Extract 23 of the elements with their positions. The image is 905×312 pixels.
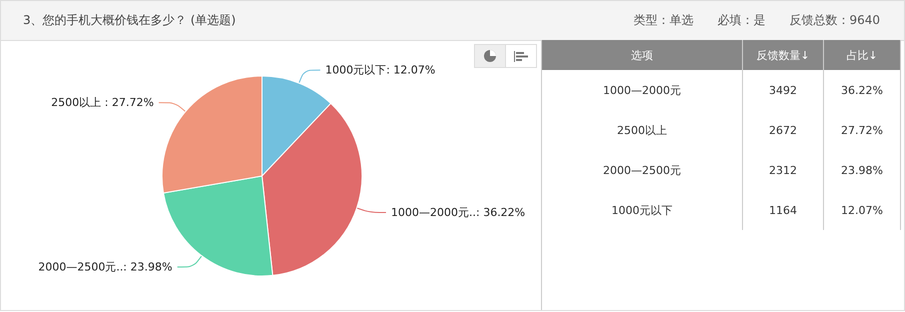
text: 反馈总数：9640: [789, 12, 880, 29]
slice-label: 2000—2500元..: 23.98%: [38, 260, 172, 274]
text: 必填：是: [717, 12, 766, 29]
chart-title: 3、您的手机大概价钱在多少？ (单选题): [23, 12, 237, 29]
slice-label: 1000元以下: 12.07%: [325, 64, 436, 77]
text: 类型：单选: [633, 12, 694, 29]
slice-label: 2500以上 : 27.72%: [51, 96, 154, 110]
category-label: 1000元以下: [542, 190, 743, 230]
text: 选项: [542, 40, 743, 70]
data-label: 1164: [743, 190, 824, 230]
data-label: 2312: [743, 150, 824, 190]
category-label: 2000—2500元: [542, 150, 743, 190]
text: 占比↓: [824, 40, 901, 70]
data-label: 23.98%: [824, 150, 901, 190]
category-label: 2500以上: [542, 110, 743, 150]
data-label: 27.72%: [824, 110, 901, 150]
data-label: 3492: [743, 70, 824, 110]
slice-label: 1000—2000元..: 36.22%: [391, 206, 526, 219]
text: 反馈数量↓: [743, 40, 824, 70]
data-label: 36.22%: [824, 70, 901, 110]
data-label: 12.07%: [824, 190, 901, 230]
category-label: 1000—2000元: [542, 70, 743, 110]
data-label: 2672: [743, 110, 824, 150]
